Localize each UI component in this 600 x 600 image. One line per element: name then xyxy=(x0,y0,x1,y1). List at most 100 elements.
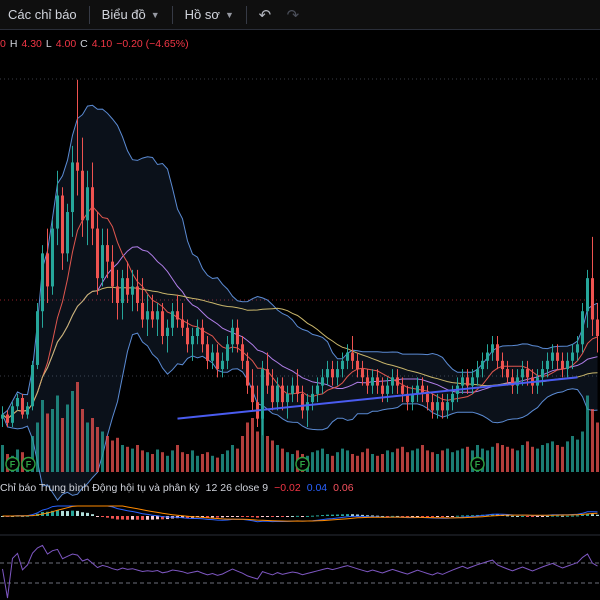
candle-body xyxy=(246,360,249,386)
candle-body xyxy=(331,369,334,378)
candle-body xyxy=(396,377,399,386)
macd-histogram-bar xyxy=(281,516,284,517)
chart-menu[interactable]: Biểu đồ ▼ xyxy=(94,0,168,30)
candle-body xyxy=(181,319,184,328)
macd-histogram-bar xyxy=(426,516,429,517)
volume-bar xyxy=(151,454,154,472)
candle-body xyxy=(121,278,124,303)
trendline xyxy=(177,376,578,420)
volume-bar xyxy=(486,450,489,472)
macd-histogram-bar xyxy=(371,515,374,517)
volume-bar xyxy=(446,448,449,472)
macd-histogram-bar xyxy=(151,516,154,520)
volume-bar xyxy=(466,446,469,472)
macd-histogram-bar xyxy=(331,514,334,516)
macd-histogram-bar xyxy=(451,516,454,517)
macd-histogram-bar xyxy=(386,516,389,517)
volume-bar xyxy=(136,445,139,472)
volume-bar xyxy=(316,450,319,472)
candle-body xyxy=(46,253,49,287)
volume-bar xyxy=(566,441,569,472)
candle-body xyxy=(171,311,174,328)
volume-bar xyxy=(596,422,599,472)
macd-histogram-bar xyxy=(561,515,564,517)
volume-bar xyxy=(406,452,409,472)
macd-histogram-bar xyxy=(441,516,444,517)
high-value: 4.30 xyxy=(21,38,42,50)
candle-body xyxy=(586,278,589,312)
volume-bar xyxy=(221,454,224,472)
volume-bar xyxy=(226,450,229,472)
candle-body xyxy=(316,385,319,394)
candle-body xyxy=(221,360,224,370)
volume-bar xyxy=(211,455,214,472)
rsi-line xyxy=(2,544,598,599)
event-marker-label: F xyxy=(300,460,306,470)
macd-histogram-bar xyxy=(56,510,59,516)
macd-histogram-bar xyxy=(336,514,339,516)
candle-body xyxy=(141,302,144,320)
volume-bar xyxy=(351,454,354,472)
histogram-value: 0.06 xyxy=(333,482,354,494)
indicators-menu[interactable]: Các chỉ báo xyxy=(0,0,85,30)
volume-bar xyxy=(31,436,34,472)
macd-histogram-bar xyxy=(101,516,104,517)
volume-bar xyxy=(101,431,104,472)
macd-histogram-bar xyxy=(326,514,329,516)
volume-bar xyxy=(436,454,439,472)
macd-histogram-bar xyxy=(46,511,49,516)
candle-body xyxy=(11,406,14,423)
candle-body xyxy=(576,344,579,353)
macd-histogram-bar xyxy=(291,515,294,517)
candle-body xyxy=(556,352,559,361)
volume-bar xyxy=(561,446,564,472)
volume-bar xyxy=(331,455,334,472)
volume-bar xyxy=(536,448,539,472)
volume-bar xyxy=(176,445,179,472)
volume-bar xyxy=(586,395,589,472)
volume-bar xyxy=(161,452,164,472)
toolbar-divider xyxy=(171,5,173,24)
volume-bar xyxy=(511,448,514,472)
macd-histogram-bar xyxy=(556,515,559,517)
candle-body xyxy=(31,364,34,407)
volume-bar xyxy=(141,450,144,472)
macd-histogram-bar xyxy=(346,514,349,516)
volume-bar xyxy=(41,400,44,472)
volume-bar xyxy=(441,450,444,472)
macd-histogram-bar xyxy=(286,516,289,517)
candle-body xyxy=(526,369,529,378)
macd-histogram-bar xyxy=(546,515,549,517)
volume-bar xyxy=(451,452,454,472)
candle-body xyxy=(341,360,344,370)
candle-body xyxy=(71,162,74,213)
redo-icon[interactable]: ↷ xyxy=(286,6,300,24)
candle-body xyxy=(351,352,354,361)
volume-bar xyxy=(146,452,149,472)
candle-body xyxy=(21,398,24,415)
macd-histogram-bar xyxy=(276,516,279,517)
candle-body xyxy=(491,344,494,353)
macd-histogram-bar xyxy=(91,514,94,516)
volume-bar xyxy=(576,439,579,472)
volume-bar xyxy=(106,436,109,472)
candle-body xyxy=(261,369,264,419)
undo-icon[interactable]: ↶ xyxy=(258,6,272,24)
candle-body xyxy=(26,406,29,415)
candle-body xyxy=(401,385,404,394)
candle-body xyxy=(206,344,209,361)
volume-bar xyxy=(181,452,184,472)
profile-menu[interactable]: Hồ sơ ▼ xyxy=(177,0,242,30)
ohlc-legend: 0 H 4.30 L 4.00 C 4.10 −0.20 (−4.65%) xyxy=(0,36,189,52)
candle-body xyxy=(6,414,9,423)
candle-body xyxy=(481,360,484,370)
macd-histogram-bar xyxy=(241,516,244,517)
macd-histogram-bar xyxy=(476,514,479,516)
volume-bar xyxy=(121,445,124,472)
macd-histogram-bar xyxy=(461,515,464,517)
macd-histogram-bar xyxy=(131,516,134,520)
candle-body xyxy=(416,385,419,394)
macd-histogram-bar xyxy=(526,516,529,517)
candle-body xyxy=(446,402,449,411)
